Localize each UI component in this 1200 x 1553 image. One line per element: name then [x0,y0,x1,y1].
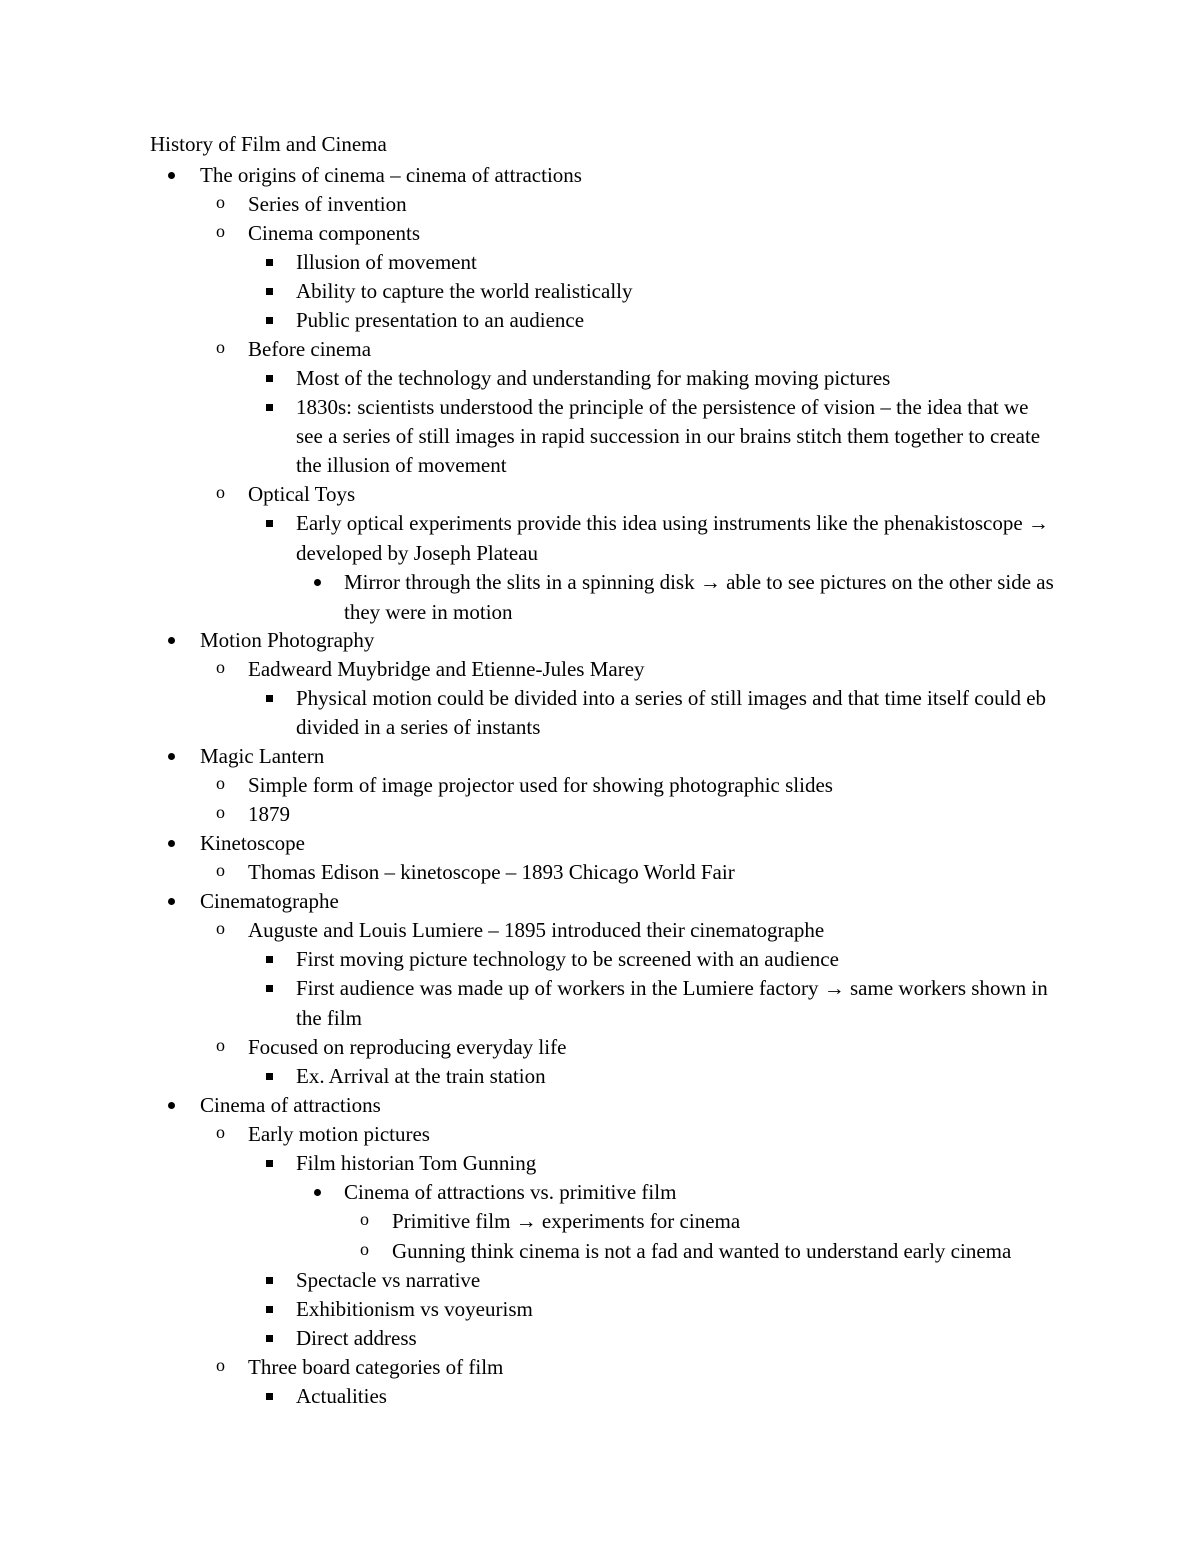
outline-text: Spectacle vs narrative [296,1268,480,1292]
outline-text: Illusion of movement [296,250,477,274]
outline-text: Cinema of attractions vs. primitive film [344,1180,676,1204]
outline-text: Ability to capture the world realistical… [296,279,632,303]
outline-item: First moving picture technology to be sc… [248,945,1060,974]
outline-item: First audience was made up of workers in… [248,974,1060,1033]
outline-item: Film historian Tom Gunning Cinema of attr… [248,1149,1060,1266]
outline-item: Simple form of image projector used for … [200,771,1060,800]
outline-text: Early optical experiments provide this i… [296,511,1049,565]
arrow-icon: → [516,1210,537,1233]
outline-text: Series of invention [248,192,407,216]
outline-level-3: Early optical experiments provide this i… [248,509,1060,627]
outline-item: Spectacle vs narrative [248,1266,1060,1295]
outline-level-3: Physical motion could be divided into a … [248,684,1060,742]
outline-level-2: Thomas Edison – kinetoscope – 1893 Chica… [200,858,1060,887]
outline-text: Cinema of attractions [200,1093,381,1117]
outline-text: Magic Lantern [200,744,324,768]
outline-text: Thomas Edison – kinetoscope – 1893 Chica… [248,860,735,884]
outline-item: Direct address [248,1324,1060,1353]
outline-text: Primitive film → experiments for cinema [392,1209,740,1233]
outline-item: Physical motion could be divided into a … [248,684,1060,742]
outline-item: Cinema of attractions vs. primitive film… [296,1178,1060,1266]
outline-item: Motion Photography Eadweard Muybridge and… [150,626,1060,742]
outline-text: Auguste and Louis Lumiere – 1895 introdu… [248,918,824,942]
outline-text: Kinetoscope [200,831,305,855]
arrow-icon: → [824,977,845,1000]
outline-item: Cinematographe Auguste and Louis Lumiere … [150,887,1060,1091]
outline-item: 1830s: scientists understood the princip… [248,393,1060,480]
outline-text: Cinema components [248,221,420,245]
outline-level-2: Eadweard Muybridge and Etienne-Jules Mar… [200,655,1060,742]
outline-text: Most of the technology and understanding… [296,366,890,390]
outline-text: Before cinema [248,337,371,361]
outline-item: Ex. Arrival at the train station [248,1062,1060,1091]
outline-level-4: Mirror through the slits in a spinning d… [296,568,1060,627]
outline-item: Optical Toys Early optical experiments pr… [200,480,1060,627]
outline-item: Early optical experiments provide this i… [248,509,1060,627]
outline-text: 1830s: scientists understood the princip… [296,395,1040,477]
outline-item: Focused on reproducing everyday life Ex. … [200,1033,1060,1091]
outline-text: Film historian Tom Gunning [296,1151,536,1175]
outline-text: Direct address [296,1326,417,1350]
outline-item: Mirror through the slits in a spinning d… [296,568,1060,627]
outline-text: Ex. Arrival at the train station [296,1064,546,1088]
outline-item: Actualities [248,1382,1060,1411]
outline-item: Early motion pictures Film historian Tom … [200,1120,1060,1353]
outline-item: Ability to capture the world realistical… [248,277,1060,306]
outline-item: Magic Lantern Simple form of image projec… [150,742,1060,829]
outline-text: The origins of cinema – cinema of attrac… [200,163,582,187]
outline-level-3: Illusion of movement Ability to capture t… [248,248,1060,335]
outline-item: Most of the technology and understanding… [248,364,1060,393]
outline-level-1: The origins of cinema – cinema of attrac… [150,161,1060,1411]
outline-text: Focused on reproducing everyday life [248,1035,566,1059]
outline-level-3: Most of the technology and understanding… [248,364,1060,480]
outline-text: First moving picture technology to be sc… [296,947,839,971]
outline-level-2: Early motion pictures Film historian Tom … [200,1120,1060,1411]
outline-text: Mirror through the slits in a spinning d… [344,570,1054,624]
outline-item: Cinema components Illusion of movement Abi… [200,219,1060,335]
outline-level-3: Actualities [248,1382,1060,1411]
document-title: History of Film and Cinema [150,130,1060,159]
outline-item: Exhibitionism vs voyeurism [248,1295,1060,1324]
outline-text: Public presentation to an audience [296,308,584,332]
outline-level-2: Series of invention Cinema components Illu… [200,190,1060,627]
outline-text: Three board categories of film [248,1355,503,1379]
outline-text: First audience was made up of workers in… [296,976,1048,1030]
outline-text: Motion Photography [200,628,374,652]
outline-text: Simple form of image projector used for … [248,773,833,797]
outline-text: Exhibitionism vs voyeurism [296,1297,533,1321]
outline-item: Thomas Edison – kinetoscope – 1893 Chica… [200,858,1060,887]
outline-item: Auguste and Louis Lumiere – 1895 introdu… [200,916,1060,1033]
arrow-icon: → [1028,512,1049,535]
outline-item: Illusion of movement [248,248,1060,277]
outline-text: Eadweard Muybridge and Etienne-Jules Mar… [248,657,645,681]
outline-text: Gunning think cinema is not a fad and wa… [392,1239,1011,1263]
outline-level-2: Auguste and Louis Lumiere – 1895 introdu… [200,916,1060,1091]
outline-level-3: Film historian Tom Gunning Cinema of attr… [248,1149,1060,1353]
outline-item: Gunning think cinema is not a fad and wa… [344,1237,1060,1266]
outline-item: Cinema of attractions Early motion pictur… [150,1091,1060,1411]
outline-item: The origins of cinema – cinema of attrac… [150,161,1060,627]
outline-level-3: Ex. Arrival at the train station [248,1062,1060,1091]
outline-text: Physical motion could be divided into a … [296,686,1046,739]
outline-text: 1879 [248,802,290,826]
outline-level-4: Cinema of attractions vs. primitive film… [296,1178,1060,1266]
outline-item: Three board categories of film Actualitie… [200,1353,1060,1411]
outline-text: Actualities [296,1384,387,1408]
outline-item: Eadweard Muybridge and Etienne-Jules Mar… [200,655,1060,742]
outline-item: Primitive film → experiments for cinema [344,1207,1060,1237]
outline-item: Series of invention [200,190,1060,219]
outline-item: Public presentation to an audience [248,306,1060,335]
outline-item: Kinetoscope Thomas Edison – kinetoscope –… [150,829,1060,887]
outline-text: Early motion pictures [248,1122,430,1146]
outline-level-5: Primitive film → experiments for cinema G… [344,1207,1060,1266]
outline-item: 1879 [200,800,1060,829]
outline-level-3: First moving picture technology to be sc… [248,945,1060,1033]
outline-root: The origins of cinema – cinema of attrac… [150,161,1060,1411]
outline-level-2: Simple form of image projector used for … [200,771,1060,829]
outline-item: Before cinema Most of the technology and … [200,335,1060,480]
outline-text: Cinematographe [200,889,339,913]
arrow-icon: → [700,571,721,594]
outline-text: Optical Toys [248,482,355,506]
